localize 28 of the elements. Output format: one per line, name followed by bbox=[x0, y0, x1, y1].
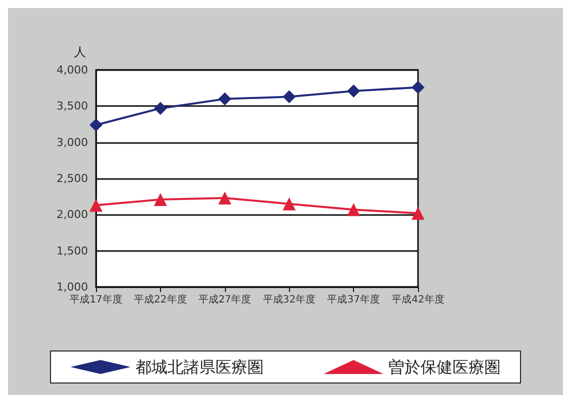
point bbox=[154, 192, 167, 206]
y-tick-label: 2,500 bbox=[56, 172, 88, 185]
legend-label: 曽於保健医療圏 bbox=[388, 358, 500, 376]
x-tick-label: 平成17年度 bbox=[70, 294, 122, 306]
y-tick-label: 1,000 bbox=[56, 280, 88, 294]
point bbox=[154, 102, 167, 115]
point bbox=[282, 197, 296, 210]
y-tick-label: 2,000 bbox=[56, 208, 88, 222]
point bbox=[218, 92, 232, 106]
point bbox=[90, 118, 102, 132]
y-tick-label: 3,500 bbox=[56, 100, 88, 113]
point bbox=[282, 90, 296, 104]
point bbox=[347, 203, 360, 216]
y-axis-title: 人 bbox=[74, 45, 86, 59]
y-tick-label: 1,500 bbox=[56, 244, 88, 258]
x-tick-label: 平成27年度 bbox=[198, 294, 252, 306]
x-tick-label: 平成22年度 bbox=[134, 294, 187, 306]
point bbox=[412, 80, 424, 94]
y-tick-label: 3,000 bbox=[56, 136, 88, 149]
y-tick-label: 4,000 bbox=[56, 64, 88, 76]
point bbox=[347, 84, 360, 98]
legend-label: 都城北諸県医療圏 bbox=[136, 358, 264, 376]
point bbox=[90, 198, 102, 212]
point bbox=[218, 192, 232, 205]
point bbox=[412, 206, 424, 220]
x-tick-label: 平成42年度 bbox=[392, 294, 444, 306]
x-tick-label: 平成37年度 bbox=[327, 294, 380, 306]
x-tick-label: 平成32年度 bbox=[262, 294, 316, 306]
